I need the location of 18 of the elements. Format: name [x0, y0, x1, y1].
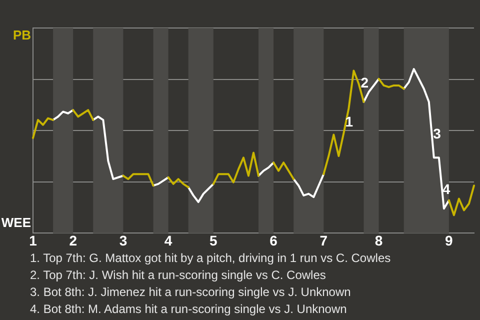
x-tick-label: 3 — [119, 232, 128, 248]
annotation: 4 — [442, 180, 450, 197]
x-tick-label: 8 — [374, 232, 383, 248]
x-tick-label: 9 — [445, 232, 454, 248]
annotation: 2 — [360, 74, 369, 90]
text: 1. Top 7th: G. Mattox got hit by a pitch, driving in 1 run vs C. Cowles — [30, 250, 392, 267]
text: 4. Bot 8th: M. Adams hit a run-scoring single vs J. Unknown — [30, 301, 348, 318]
text: PB — [12, 28, 31, 43]
x-tick-label: 6 — [270, 232, 278, 248]
text: WEE — [1, 214, 32, 230]
text: 2. Top 7th: J. Wish hit a run-scoring single vs C. Cowles — [30, 267, 327, 284]
x-tick-label: 2 — [69, 232, 78, 248]
text: 3. Bot 8th: J. Jimenez hit a run-scoring single vs J. Unknown — [30, 284, 352, 301]
x-tick-label: 5 — [210, 232, 218, 248]
x-tick-label: 7 — [320, 232, 328, 248]
x-tick-label: 4 — [164, 232, 172, 248]
x-tick-label: 1 — [29, 232, 38, 248]
annotation: 3 — [433, 126, 442, 142]
